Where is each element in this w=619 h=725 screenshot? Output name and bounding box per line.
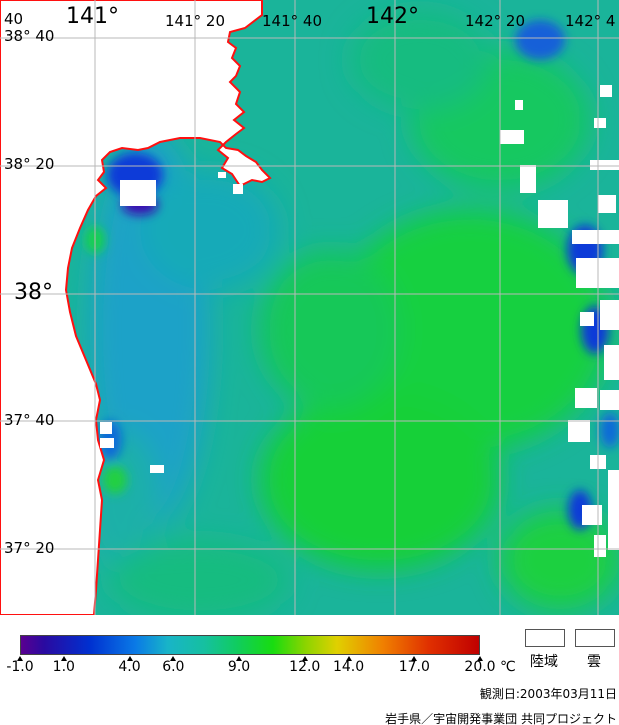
colorbar-tick — [411, 656, 418, 661]
cloud-mask — [100, 85, 619, 557]
colorbar-tick — [126, 656, 133, 661]
lon-label-142-4: 142° 4 — [565, 12, 616, 30]
land-legend-label: 陸域 — [530, 654, 558, 670]
colorbar-tick — [301, 656, 308, 661]
colorbar-tick — [236, 656, 243, 661]
edge-fragment-label: 40 — [4, 10, 24, 28]
lon-label-142: 142° — [366, 4, 419, 29]
land-legend-swatch — [525, 629, 565, 647]
colorbar-tick — [60, 656, 67, 661]
colorbar-tick-label: 14.0 — [332, 659, 365, 675]
lon-label-141-20: 141° 20 — [165, 12, 225, 30]
lon-label-141-40: 141° 40 — [262, 12, 322, 30]
land-area — [0, 0, 272, 615]
colorbar-tick — [170, 656, 177, 661]
colorbar-tick-label: 6.0 — [162, 659, 185, 675]
colorbar-tick-label: 1.0 — [52, 659, 75, 675]
credit-text: 岩手県／宇宙開発事業団 共同プロジェクト — [385, 712, 617, 725]
colorbar-tick-label: 12.0 — [289, 659, 321, 675]
colorbar-tick-label: 9.0 — [227, 659, 251, 675]
observation-date: 観測日:2003年03月11日 — [479, 687, 617, 701]
cloud-legend-label: 雲 — [587, 654, 601, 670]
sst-map — [0, 0, 619, 615]
graticule — [0, 0, 619, 615]
colorbar-tick-label: 20.0 — [464, 659, 496, 675]
lat-label-38: 38° — [14, 280, 53, 305]
colorbar-tick — [477, 656, 483, 661]
cloud-legend-swatch — [575, 629, 615, 647]
lat-label-38-40: 38° 40 — [4, 27, 55, 45]
lon-label-142-20: 142° 20 — [465, 12, 525, 30]
lat-label-38-20: 38° 20 — [4, 155, 55, 173]
colorbar-tick-label: 17.0 — [398, 659, 430, 675]
colorbar-tick-label: 4.0 — [118, 659, 141, 675]
colorbar-tick — [17, 656, 23, 661]
temperature-colorbar — [20, 635, 480, 655]
lat-label-37-20: 37° 20 — [4, 539, 55, 557]
lon-label-141: 141° — [66, 4, 119, 29]
colorbar-unit: ℃ — [500, 659, 516, 675]
colorbar-tick-label: -1.0 — [6, 659, 34, 675]
colorbar-tick — [345, 656, 352, 661]
lat-label-37-40: 37° 40 — [4, 411, 55, 429]
